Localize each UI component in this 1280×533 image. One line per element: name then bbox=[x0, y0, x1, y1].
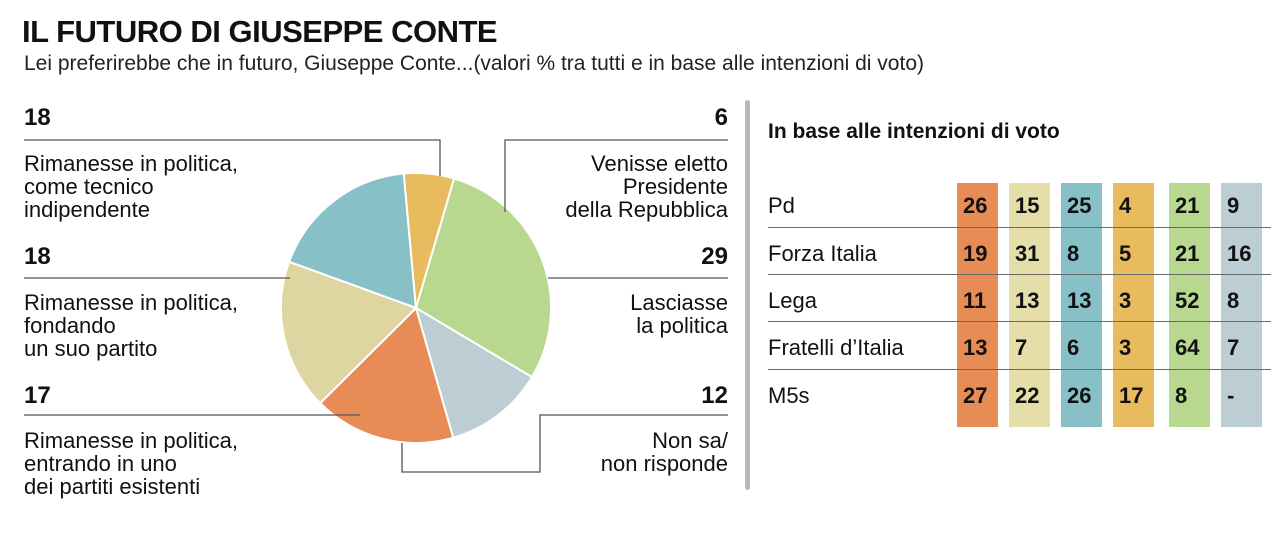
page-title: IL FUTURO DI GIUSEPPE CONTE bbox=[22, 14, 498, 49]
table-cell: 15 bbox=[1015, 193, 1040, 218]
table-column-bg bbox=[1009, 183, 1050, 427]
table-column-bg bbox=[1221, 183, 1262, 427]
table-cell: 17 bbox=[1119, 383, 1144, 408]
table-cell: 11 bbox=[963, 288, 987, 313]
table-cell: 5 bbox=[1119, 241, 1132, 266]
table-cell: 6 bbox=[1067, 335, 1080, 360]
slice-label-lasciasse: Lasciasse la politica bbox=[630, 290, 728, 338]
table-row-label: M5s bbox=[768, 383, 810, 408]
pie-slice-entrando bbox=[318, 306, 455, 444]
table-cell: 22 bbox=[1015, 383, 1040, 408]
pie-slice-tecnico bbox=[287, 172, 418, 310]
table-cell: 21 bbox=[1175, 193, 1200, 218]
slice-label-nonsa: Non sa/ non risponde bbox=[600, 428, 728, 476]
divider bbox=[745, 100, 750, 490]
slice-value-fondando: 18 bbox=[24, 243, 51, 270]
table-row-label: Lega bbox=[768, 288, 817, 313]
leader-line bbox=[401, 414, 728, 473]
table-cell: 7 bbox=[1227, 335, 1240, 360]
page-subtitle: Lei preferirebbe che in futuro, Giuseppe… bbox=[24, 52, 924, 75]
table-column-bg bbox=[1113, 183, 1154, 427]
table-cell: 52 bbox=[1175, 288, 1200, 313]
leader-line bbox=[24, 139, 441, 176]
table-cell: 25 bbox=[1067, 193, 1092, 218]
leader-line bbox=[504, 139, 728, 212]
table-cell: 64 bbox=[1175, 335, 1200, 360]
table-cell: 31 bbox=[1015, 241, 1040, 266]
slice-value-entrando: 17 bbox=[24, 382, 51, 409]
slice-label-presidente: Venisse eletto Presidente della Repubbli… bbox=[565, 151, 728, 222]
table-cell: 7 bbox=[1015, 335, 1028, 360]
table-column-bg bbox=[1169, 183, 1210, 427]
table-cell: 4 bbox=[1119, 193, 1132, 218]
table-cell: 13 bbox=[1015, 288, 1040, 313]
table-cell: 8 bbox=[1175, 383, 1188, 408]
table-cell: 8 bbox=[1067, 241, 1080, 266]
slice-label-tecnico: Rimanesse in politica, come tecnico indi… bbox=[24, 151, 238, 222]
slice-value-tecnico: 18 bbox=[24, 104, 51, 131]
table-cell: 8 bbox=[1227, 288, 1240, 313]
table-cell: 21 bbox=[1175, 241, 1200, 266]
table-row-label: Pd bbox=[768, 193, 795, 218]
pie-slice-nonsa bbox=[414, 305, 534, 440]
table-row-divider bbox=[768, 274, 1271, 275]
slice-value-lasciasse: 29 bbox=[701, 243, 728, 270]
table-cell: 9 bbox=[1227, 193, 1240, 218]
slice-label-entrando: Rimanesse in politica, entrando in uno d… bbox=[24, 428, 238, 499]
table-title: In base alle intenzioni di voto bbox=[768, 120, 1060, 143]
table-cell: 3 bbox=[1119, 335, 1132, 360]
table-row-divider bbox=[768, 321, 1271, 322]
table-row-divider bbox=[768, 369, 1271, 370]
table-cell: 26 bbox=[963, 193, 988, 218]
table-row-divider bbox=[768, 227, 1271, 228]
table-cell: 26 bbox=[1067, 383, 1092, 408]
table-cell: - bbox=[1227, 383, 1235, 408]
table-row-label: Forza Italia bbox=[768, 241, 877, 266]
pie-chart bbox=[24, 139, 728, 473]
table-cell: 19 bbox=[963, 241, 988, 266]
table-column-bg bbox=[1061, 183, 1102, 427]
table-cell: 13 bbox=[963, 335, 988, 360]
table-column-bg bbox=[957, 183, 998, 427]
table-row-label: Fratelli d’Italia bbox=[768, 335, 904, 360]
table-cell: 27 bbox=[963, 383, 988, 408]
table-cell: 16 bbox=[1227, 241, 1252, 266]
table-cell: 13 bbox=[1067, 288, 1092, 313]
pie-slice-fondando bbox=[280, 260, 418, 405]
slice-value-presidente: 6 bbox=[714, 104, 728, 131]
slice-label-fondando: Rimanesse in politica, fondando un suo p… bbox=[24, 290, 238, 361]
slice-value-nonsa: 12 bbox=[701, 382, 728, 409]
table-cell: 3 bbox=[1119, 288, 1132, 313]
